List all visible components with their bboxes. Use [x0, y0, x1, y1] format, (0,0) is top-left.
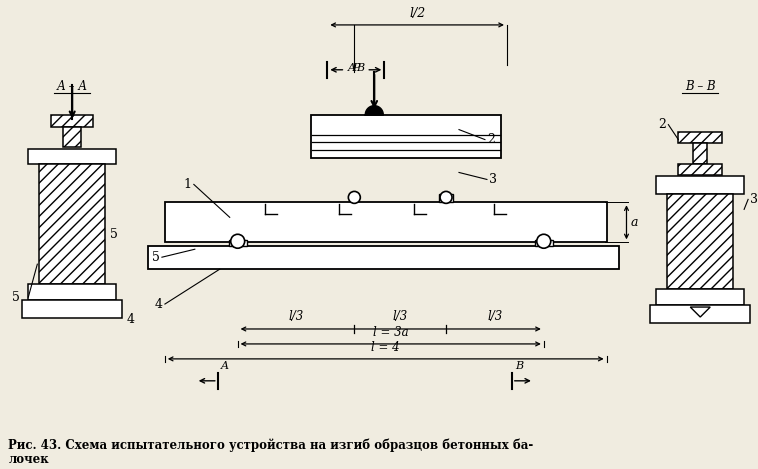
Text: l/3: l/3 — [487, 310, 503, 323]
Text: 3: 3 — [750, 193, 758, 206]
Text: 5: 5 — [152, 251, 160, 264]
Text: 5: 5 — [12, 291, 20, 303]
Text: 5: 5 — [110, 228, 118, 241]
Bar — [678, 132, 722, 143]
Text: 2: 2 — [659, 118, 666, 131]
Text: l = 4: l = 4 — [371, 341, 400, 354]
Text: А – А: А – А — [57, 80, 88, 93]
Circle shape — [537, 234, 551, 248]
Text: l/3: l/3 — [393, 310, 408, 323]
Text: A: A — [221, 361, 229, 371]
Text: 2: 2 — [487, 133, 495, 146]
Bar — [63, 127, 81, 146]
Bar — [535, 240, 553, 246]
Circle shape — [230, 234, 245, 248]
Bar — [165, 202, 606, 242]
Text: P: P — [352, 63, 359, 73]
Text: l/2: l/2 — [409, 7, 425, 20]
Text: l/3: l/3 — [288, 310, 304, 323]
Text: 3: 3 — [489, 173, 497, 186]
Bar — [52, 114, 93, 127]
Text: B: B — [356, 63, 365, 73]
Bar — [656, 176, 744, 194]
Bar — [667, 194, 733, 289]
Text: 1: 1 — [184, 178, 192, 191]
Bar — [678, 165, 722, 175]
Bar — [23, 300, 122, 318]
Text: B: B — [515, 361, 523, 371]
Bar — [148, 246, 619, 269]
Bar — [229, 240, 246, 246]
Text: В – В: В – В — [685, 80, 716, 93]
Bar — [28, 149, 116, 165]
Bar — [28, 284, 116, 300]
Text: 4: 4 — [127, 312, 135, 325]
Bar — [439, 194, 453, 202]
Bar — [650, 305, 750, 323]
Text: A: A — [347, 63, 356, 73]
Polygon shape — [365, 106, 384, 114]
Text: l = 3a: l = 3a — [373, 326, 409, 339]
Circle shape — [440, 191, 452, 204]
Bar — [656, 289, 744, 305]
Bar — [694, 143, 707, 165]
Bar — [39, 165, 105, 284]
Text: лочек: лочек — [8, 453, 49, 466]
Circle shape — [349, 191, 360, 204]
Text: 4: 4 — [155, 297, 163, 310]
Text: a: a — [631, 216, 638, 229]
Text: Рис. 43. Схема испытательного устройства на изгиб образцов бетонных ба-: Рис. 43. Схема испытательного устройства… — [8, 439, 534, 452]
Bar — [312, 114, 501, 158]
Polygon shape — [691, 307, 710, 317]
